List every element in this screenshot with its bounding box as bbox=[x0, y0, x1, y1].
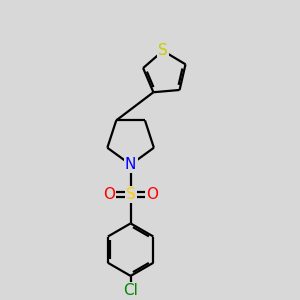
Text: O: O bbox=[146, 187, 158, 202]
Text: Cl: Cl bbox=[123, 283, 138, 298]
Text: S: S bbox=[158, 43, 168, 58]
Text: O: O bbox=[103, 187, 115, 202]
Text: N: N bbox=[125, 157, 136, 172]
Text: S: S bbox=[126, 187, 136, 202]
